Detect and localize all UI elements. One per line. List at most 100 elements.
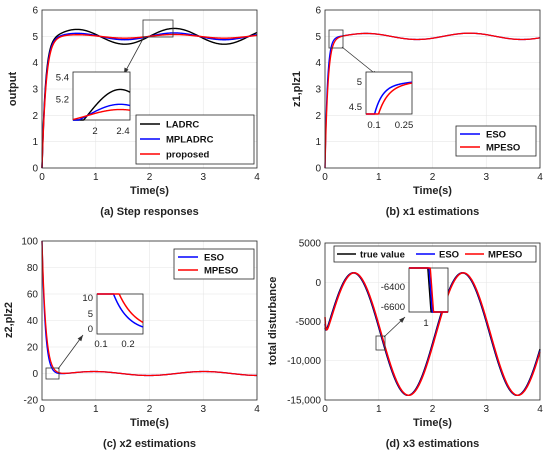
- y-tick-d-3: 0: [315, 278, 321, 289]
- plot-frame-a: [41, 9, 258, 169]
- inset-y-tick-a-0: 5.4: [56, 73, 69, 84]
- series-c-1: [41, 240, 258, 377]
- legend-label-b-0: ESO: [486, 130, 506, 141]
- y-tick-b-5: 5: [315, 32, 321, 43]
- inset-series-c-1: [96, 293, 144, 324]
- legend-box-c: [173, 248, 255, 280]
- inset-y-tick-c-0: 10: [82, 293, 93, 304]
- inset-y-tick-c-1: 5: [88, 309, 93, 320]
- y-tick-d-2: -5000: [295, 317, 321, 328]
- inset-x-tick-a-0: 2: [92, 126, 97, 137]
- x-tick-c-1: 1: [93, 404, 99, 415]
- y-tick-c-4: 60: [27, 290, 39, 301]
- legend-label-d-0: true value: [360, 250, 405, 261]
- legend-label-d-2: MPESO: [488, 250, 522, 261]
- zoom-region-a: [142, 19, 174, 38]
- zoom-region-b: [328, 29, 344, 49]
- caption-a: (a) Step responses: [100, 206, 198, 218]
- inset-x-tick-b-0: 0.1: [367, 120, 380, 131]
- y-tick-labels-c: -20 0 20 40 60 80 100: [21, 237, 38, 407]
- inset-y-tick-d-1: -6600: [381, 302, 405, 313]
- x-tick-a-1: 1: [93, 172, 99, 183]
- inset-series-a: [72, 88, 131, 121]
- x-axis-label-b: Time(s): [413, 185, 452, 197]
- y-tick-a-2: 2: [32, 111, 38, 122]
- plot-frame-b: [324, 9, 541, 169]
- x-tick-d-0: 0: [322, 404, 328, 415]
- x-tick-d-3: 3: [483, 404, 489, 415]
- y-tick-d-0: -15,000: [287, 396, 321, 407]
- legend-box-b: [455, 125, 537, 157]
- y-tick-c-2: 20: [27, 343, 39, 354]
- inset-y-tick-a-1: 5.2: [56, 95, 69, 106]
- inset-a: 5.4 5.2 2 2.4: [56, 71, 131, 137]
- y-tick-b-1: 1: [315, 137, 321, 148]
- inset-x-tick-a-1: 2.4: [116, 126, 129, 137]
- series-lines-d: [324, 272, 541, 397]
- legend-d: true value ESO MPESO: [333, 245, 537, 263]
- y-tick-c-5: 80: [27, 263, 39, 274]
- inset-series-c: [96, 293, 144, 328]
- series-lines-a: [41, 27, 258, 169]
- x-tick-b-3: 3: [483, 172, 489, 183]
- zoom-region-d: [375, 335, 386, 351]
- inset-frame-c: [96, 293, 144, 335]
- legend-label-c-0: ESO: [204, 253, 224, 264]
- x-tick-b-1: 1: [376, 172, 382, 183]
- inset-series-a-2: [72, 108, 131, 121]
- x-tick-d-2: 2: [430, 404, 436, 415]
- y-tick-labels-a: 0 1 2 3 4 5 6: [32, 6, 38, 175]
- inset-series-d-2: [408, 267, 449, 313]
- plot-frame-d: [324, 242, 541, 401]
- plot-frame-c: [41, 240, 258, 401]
- x-tick-a-0: 0: [39, 172, 45, 183]
- x-tick-labels-d: 0 1 2 3 4: [322, 404, 543, 415]
- series-d-2: [324, 272, 541, 397]
- zoom-region-c: [45, 367, 60, 380]
- x-tick-a-4: 4: [254, 172, 260, 183]
- y-axis-label-a: output: [7, 72, 19, 107]
- grid-d: [325, 243, 540, 400]
- x-tick-b-0: 0: [322, 172, 328, 183]
- zoom-arrow-a: [123, 36, 145, 75]
- y-tick-a-6: 6: [32, 6, 38, 17]
- inset-series-d: [408, 267, 449, 313]
- y-tick-a-5: 5: [32, 32, 38, 43]
- legend-label-a-0: LADRC: [166, 120, 199, 131]
- series-b-1: [324, 32, 541, 169]
- y-tick-a-3: 3: [32, 85, 38, 96]
- panel-a: 0 1 2 3 4 0 1 2 3 4 5 6 Time(s) output (…: [7, 6, 260, 219]
- y-tick-d-4: 5000: [299, 239, 322, 250]
- y-tick-d-1: -10,000: [287, 356, 321, 367]
- inset-series-a-1: [72, 103, 131, 121]
- caption-c: (c) x2 estimations: [103, 438, 196, 450]
- caption-b: (b) x1 estimations: [386, 206, 480, 218]
- inset-frame-b: [365, 71, 413, 115]
- inset-frame-a: [72, 71, 131, 121]
- inset-y-tick-b-0: 5: [357, 77, 362, 88]
- inset-x-tick-d-0: 1: [423, 318, 428, 329]
- inset-series-b-1: [365, 82, 413, 115]
- y-tick-c-0: -20: [24, 396, 39, 407]
- x-tick-labels-a: 0 1 2 3 4: [39, 172, 260, 183]
- series-lines-c: [41, 240, 258, 377]
- x-axis-label-d: Time(s): [413, 417, 452, 429]
- inset-y-tick-b-1: 4.5: [349, 102, 362, 113]
- legend-c: ESO MPESO: [173, 248, 255, 280]
- legend-label-a-1: MPLADRC: [166, 135, 214, 146]
- x-tick-c-2: 2: [147, 404, 153, 415]
- inset-series-a-0: [72, 88, 131, 121]
- inset-series-b: [365, 81, 413, 115]
- inset-x-tick-b-1: 0.25: [395, 120, 414, 131]
- panel-c: 0 1 2 3 4 -20 0 20 40 60 80 100 Time(s) …: [3, 237, 260, 451]
- y-tick-a-4: 4: [32, 58, 38, 69]
- y-tick-b-2: 2: [315, 111, 321, 122]
- panel-b: 0 1 2 3 4 0 1 2 3 4 5 6 Time(s) z1,plz1 …: [291, 6, 543, 219]
- y-tick-labels-b: 0 1 2 3 4 5 6: [315, 6, 321, 175]
- y-axis-label-c: z2,plz2: [3, 302, 15, 338]
- inset-x-tick-c-1: 0.2: [121, 339, 134, 350]
- caption-d: (d) x3 estimations: [386, 438, 480, 450]
- y-tick-labels-d: -15,000 -10,000 -5000 0 5000: [287, 239, 321, 407]
- x-tick-c-3: 3: [200, 404, 206, 415]
